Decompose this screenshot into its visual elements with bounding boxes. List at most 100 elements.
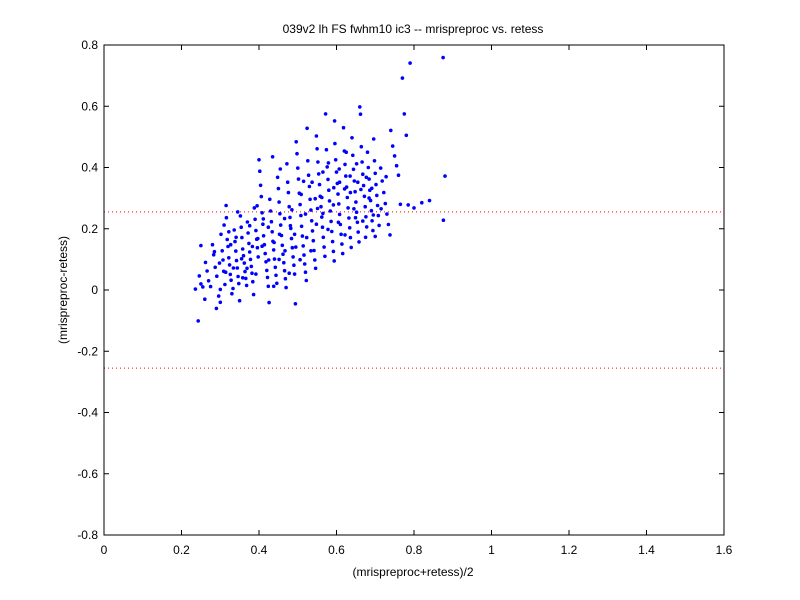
data-point: [326, 161, 331, 165]
data-point: [247, 223, 252, 228]
data-point: [287, 204, 292, 209]
data-point: [340, 251, 345, 256]
y-tick-label: -0.4: [77, 406, 98, 420]
data-point: [301, 244, 306, 248]
y-tick-label: 0.8: [81, 38, 98, 52]
data-point: [333, 141, 337, 146]
data-point: [350, 136, 354, 140]
data-point: [278, 223, 283, 227]
data-point: [255, 204, 259, 208]
data-point: [282, 216, 287, 221]
data-point: [201, 285, 205, 289]
data-point: [337, 212, 342, 217]
data-point: [244, 283, 249, 288]
data-point: [234, 235, 238, 240]
data-point: [218, 287, 223, 292]
data-point: [379, 207, 383, 211]
y-tick-label: 0: [91, 283, 98, 297]
data-point: [359, 144, 364, 149]
data-point: [373, 171, 378, 176]
data-point: [348, 174, 352, 178]
data-point: [224, 203, 228, 208]
data-point: [238, 214, 243, 218]
data-point: [315, 147, 319, 151]
data-point: [323, 112, 328, 116]
data-point: [227, 263, 232, 267]
data-point: [351, 167, 356, 172]
data-point: [322, 245, 326, 249]
data-point: [220, 249, 224, 253]
data-point: [306, 173, 311, 177]
data-point: [254, 228, 258, 233]
data-point: [369, 208, 374, 213]
data-point: [244, 276, 248, 281]
data-point: [241, 253, 246, 258]
data-point: [303, 270, 308, 275]
data-point: [358, 112, 363, 116]
data-point: [234, 249, 238, 253]
data-point: [234, 258, 239, 263]
data-point: [363, 235, 368, 240]
data-point: [354, 200, 358, 204]
data-point: [400, 76, 405, 80]
data-point: [212, 249, 217, 254]
data-point: [259, 194, 264, 199]
data-point: [272, 240, 276, 245]
data-point: [361, 183, 366, 188]
x-tick-label: 0.2: [173, 543, 190, 557]
data-point: [272, 257, 277, 261]
data-point: [390, 144, 395, 148]
data-point: [267, 300, 271, 305]
data-point: [316, 160, 320, 164]
data-point: [367, 177, 371, 181]
data-point: [283, 249, 287, 253]
y-tick-label: 0.6: [81, 99, 98, 113]
data-point: [282, 268, 287, 273]
data-point: [299, 224, 304, 229]
data-point: [288, 215, 292, 220]
data-point: [245, 220, 250, 224]
data-point: [290, 245, 295, 250]
data-point: [326, 177, 330, 182]
data-point: [388, 233, 392, 237]
data-point: [309, 208, 313, 212]
data-point: [280, 243, 285, 248]
data-point: [245, 266, 249, 271]
data-point: [193, 287, 198, 291]
data-point: [302, 253, 306, 257]
data-point: [257, 158, 261, 162]
data-point: [240, 235, 244, 240]
data-point: [354, 162, 359, 166]
data-point: [236, 274, 240, 279]
data-point: [364, 225, 369, 229]
data-point: [240, 276, 245, 280]
data-point: [216, 294, 221, 298]
data-point: [230, 291, 234, 296]
data-point: [348, 235, 353, 240]
y-axis-label: (mrispreproc-retess): [56, 236, 70, 344]
data-point: [283, 276, 288, 281]
data-point: [271, 284, 276, 289]
data-point: [254, 272, 258, 276]
data-point: [275, 175, 280, 180]
data-point: [223, 282, 227, 287]
data-point: [341, 125, 346, 130]
data-point: [276, 186, 281, 191]
data-point: [398, 202, 403, 207]
data-point: [265, 268, 269, 273]
data-point: [203, 297, 207, 302]
data-point: [361, 172, 365, 176]
data-point: [298, 257, 302, 262]
data-point: [228, 272, 233, 277]
data-point: [281, 252, 285, 256]
data-point: [443, 174, 447, 178]
data-point: [384, 174, 388, 179]
data-point: [226, 244, 230, 249]
data-point: [406, 203, 411, 207]
data-point: [349, 245, 354, 250]
data-point: [396, 173, 401, 177]
data-point: [293, 302, 298, 306]
data-point: [370, 219, 374, 223]
data-point: [319, 204, 323, 209]
